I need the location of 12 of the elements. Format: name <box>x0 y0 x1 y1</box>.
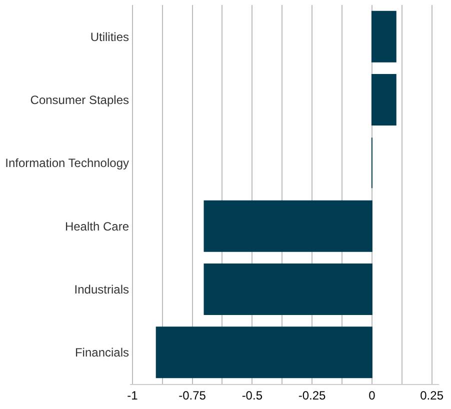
y-tick-label: Financials <box>74 346 129 360</box>
x-tick-label: -1 <box>127 388 138 402</box>
x-tick-label: -0.25 <box>298 388 326 402</box>
y-tick-label: Health Care <box>64 219 130 234</box>
y-tick-label: Industrials <box>74 282 129 296</box>
y-tick-label: Information Technology <box>5 156 129 170</box>
y-tick-label: Consumer Staples <box>30 92 129 107</box>
x-tick-label: 0 <box>368 388 376 402</box>
x-tick-label: 0.25 <box>420 388 444 402</box>
y-tick-label: Utilities <box>90 30 129 44</box>
x-tick-label: -0.5 <box>242 388 263 402</box>
x-tick-label: -0.75 <box>178 388 206 402</box>
